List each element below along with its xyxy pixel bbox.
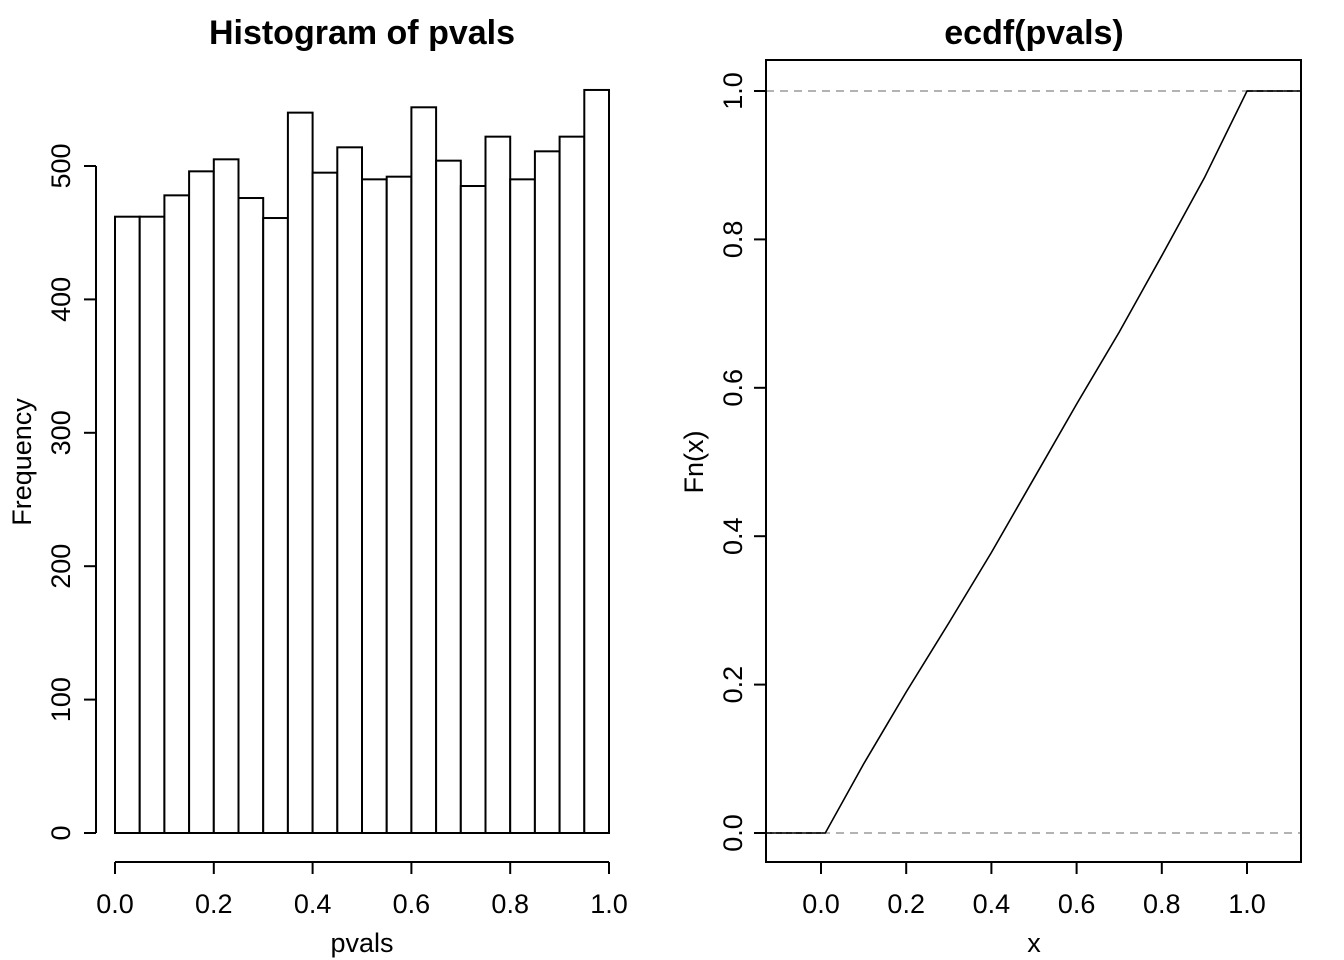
ecdf-y-axis-label: Fn(x) (679, 431, 709, 494)
histogram-bar (410, 106, 438, 834)
ecdf-curve-group (766, 90, 1301, 834)
histogram-y-tick-label: 200 (46, 544, 76, 589)
histogram-y-tick-label: 500 (46, 143, 76, 188)
ecdf-y-tick-label: 0.8 (718, 221, 748, 259)
histogram-bar (311, 171, 339, 835)
histogram-y-axis: 0 100 200 300 400 500 (46, 143, 97, 841)
histogram-bar (435, 159, 462, 834)
histogram-bar (188, 170, 215, 834)
histogram-x-tick-label: 1.0 (590, 889, 628, 919)
ecdf-y-tick-label: 1.0 (718, 72, 748, 110)
histogram-bar (361, 178, 388, 834)
histogram-bar (509, 178, 536, 834)
histogram-y-tick-label: 400 (46, 277, 76, 322)
ecdf-y-tick-label: 0.4 (718, 517, 748, 555)
ecdf-x-tick-label: 1.0 (1228, 889, 1266, 919)
ecdf-y-axis: 0.0 0.2 0.4 0.6 0.8 1.0 (718, 72, 766, 852)
histogram-bar (163, 194, 191, 834)
ecdf-y-tick-label: 0.6 (718, 369, 748, 407)
ecdf-x-tick-label: 0.0 (802, 889, 840, 919)
histogram-x-tick-label: 0.0 (96, 889, 134, 919)
histogram-x-tick-label: 0.6 (393, 889, 431, 919)
histogram-bar (336, 146, 363, 835)
histogram-x-axis: 0.0 0.2 0.4 0.6 0.8 1.0 (96, 861, 628, 919)
ecdf-x-tick-label: 0.4 (973, 889, 1011, 919)
ecdf-x-tick-label: 0.6 (1058, 889, 1096, 919)
histogram-x-tick-label: 0.4 (294, 889, 332, 919)
ecdf-plot-box (765, 59, 1302, 863)
histogram-y-tick-label: 100 (46, 677, 76, 722)
histogram-title: Histogram of pvals (209, 14, 515, 52)
ecdf-reference-lines (766, 90, 1301, 834)
histogram-y-axis-label: Frequency (7, 398, 37, 526)
ecdf-title: ecdf(pvals) (944, 14, 1124, 52)
ecdf-y-tick-label: 0.0 (718, 814, 748, 852)
histogram-y-tick-label: 0 (46, 825, 76, 840)
ecdf-x-axis: 0.0 0.2 0.4 0.6 0.8 1.0 (802, 862, 1266, 919)
ecdf-x-tick-label: 0.2 (887, 889, 925, 919)
histogram-x-tick-label: 0.8 (491, 889, 529, 919)
histogram-bar (138, 215, 166, 834)
histogram-bar (212, 158, 240, 834)
histogram-bar (385, 175, 413, 834)
histogram-bar (558, 135, 586, 835)
ecdf-y-tick-label: 0.2 (718, 666, 748, 704)
ecdf-panel: ecdf(pvals) x Fn(x) 0.0 0.2 0.4 0.6 0.8 1.0 0… (679, 14, 1302, 958)
histogram-bar (237, 197, 265, 835)
histogram-bar (459, 185, 487, 834)
histogram-bar (114, 215, 141, 834)
histogram-bar (286, 111, 314, 834)
histogram-x-tick-label: 0.2 (195, 889, 233, 919)
histogram-bar (533, 150, 561, 835)
ecdf-x-tick-label: 0.8 (1143, 889, 1181, 919)
histogram-bar (262, 217, 289, 834)
histogram-bars (114, 88, 610, 835)
histogram-y-tick-label: 300 (46, 410, 76, 455)
histogram-bar (583, 88, 610, 835)
ecdf-x-axis-label: x (1027, 928, 1041, 958)
histogram-x-axis-label: pvals (330, 928, 393, 958)
ecdf-curve (769, 90, 1299, 834)
histogram-bar (484, 135, 512, 835)
histogram-panel: Histogram of pvals pvals Frequency 0.0 0.… (7, 14, 628, 958)
